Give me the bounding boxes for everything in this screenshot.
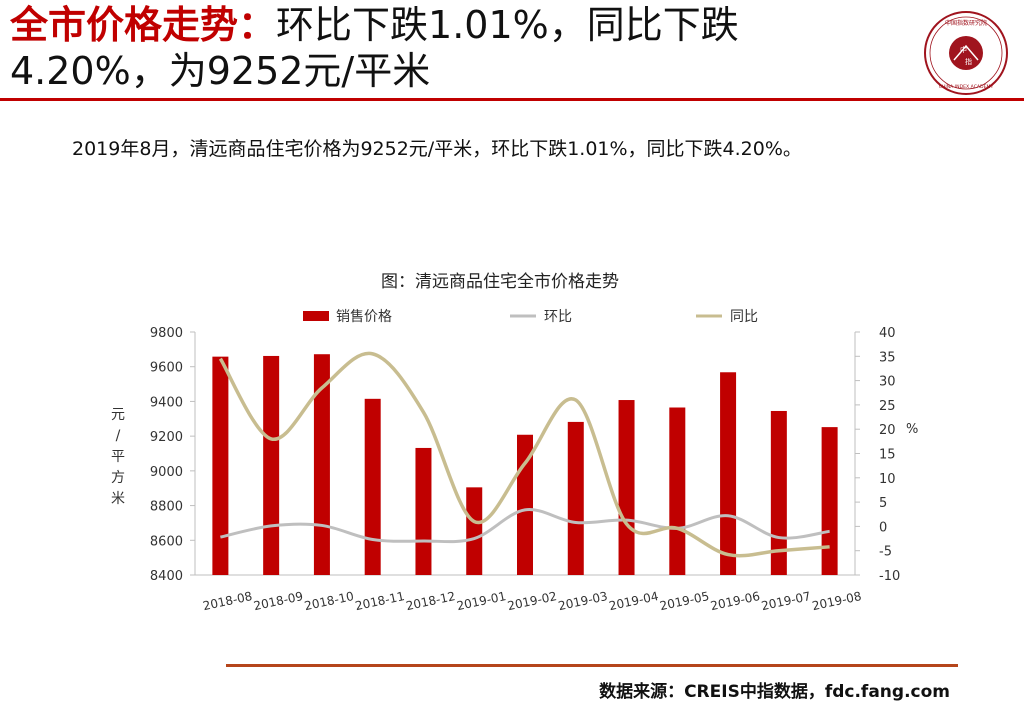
- price-bar: [212, 356, 229, 575]
- left-tick-label: 8400: [150, 569, 183, 584]
- seal-inner-text-1: 中: [960, 45, 967, 54]
- right-tick-label: 30: [879, 375, 896, 390]
- chart-title: 图：清远商品住宅全市价格走势: [381, 272, 619, 292]
- price-bar: [770, 410, 787, 575]
- headline: 全市价格走势：环比下跌1.01%，同比下跌 4.20%，为9252元/平米: [10, 2, 890, 94]
- price-bar: [720, 372, 737, 575]
- legend-swatch-price: [303, 311, 329, 321]
- right-tick-label: 35: [879, 350, 896, 365]
- seal-english-text: CHINA INDEX ACADEMY: [939, 84, 994, 90]
- right-tick-label: 40: [879, 326, 896, 341]
- x-tick-label: 2019-06: [709, 589, 761, 613]
- left-tick-label: 8800: [150, 500, 183, 515]
- right-axis-label: %: [906, 422, 918, 437]
- legend-label-mom: 环比: [544, 309, 572, 325]
- price-bar: [313, 354, 330, 575]
- source-divider: [226, 664, 958, 667]
- mom-line: [220, 508, 830, 544]
- x-tick-label: 2018-10: [303, 589, 355, 613]
- price-bar: [821, 427, 838, 575]
- price-bar: [669, 407, 686, 575]
- price-trend-chart: 9800 9600 9400 9200 9000 8800 8600 8400 40 35 30 25…: [100, 262, 920, 622]
- left-tick-label: 9400: [150, 395, 183, 410]
- yoy-line: [218, 351, 830, 558]
- left-axis-label-char: 米: [111, 491, 125, 507]
- left-axis-label-char: 方: [111, 470, 125, 486]
- headline-line2: 4.20%，为9252元/平米: [10, 49, 431, 93]
- left-tick-label: 9000: [150, 465, 183, 480]
- price-bar: [364, 398, 381, 575]
- legend-label-price: 销售价格: [336, 309, 392, 325]
- left-tick-label: 9800: [150, 326, 183, 341]
- right-tick-label: 25: [879, 399, 896, 414]
- x-tick-label: 2019-04: [608, 589, 660, 613]
- seal-outer-text: 中国指数研究院: [945, 19, 987, 27]
- left-tick-label: 8600: [150, 534, 183, 549]
- left-axis-label-char: 元: [111, 407, 125, 423]
- x-tick-label: 2019-08: [811, 589, 863, 613]
- x-tick-label: 2018-12: [405, 589, 457, 613]
- right-tick-label: -5: [879, 545, 892, 560]
- china-index-academy-logo: 中 指 中国指数研究院 CHINA INDEX ACADEMY: [924, 11, 1008, 95]
- right-tick-label: -10: [879, 569, 900, 584]
- x-tick-label: 2019-03: [557, 589, 609, 613]
- left-tick-label: 9600: [150, 361, 183, 376]
- x-tick-label: 2019-01: [455, 589, 507, 613]
- right-tick-label: 15: [879, 448, 896, 463]
- right-tick-label: 5: [879, 496, 887, 511]
- chart-svg: 9800 9600 9400 9200 9000 8800 8600 8400 40 35 30 25…: [111, 272, 918, 613]
- legend-label-yoy: 同比: [730, 309, 758, 325]
- seal-inner-text-2: 指: [965, 57, 972, 66]
- left-tick-label: 9200: [150, 430, 183, 445]
- left-axis-label-char: /: [116, 428, 121, 444]
- right-tick-label: 10: [879, 472, 896, 487]
- price-bar: [263, 355, 280, 575]
- x-tick-label: 2019-02: [506, 589, 558, 613]
- summary-text: 2019年8月，清远商品住宅价格为9252元/平米，环比下跌1.01%，同比下跌…: [72, 138, 802, 160]
- price-bar: [618, 400, 635, 575]
- price-bar: [466, 487, 483, 575]
- right-tick-label: 20: [879, 423, 896, 438]
- x-tick-label: 2019-07: [760, 589, 812, 613]
- x-tick-label: 2018-11: [354, 589, 406, 613]
- price-bar: [415, 447, 432, 575]
- headline-bold: 全市价格走势：: [10, 3, 277, 47]
- x-tick-label: 2018-08: [202, 589, 254, 613]
- x-tick-label: 2018-09: [252, 589, 304, 613]
- right-tick-label: 0: [879, 520, 887, 535]
- headline-rest: 环比下跌1.01%，同比下跌: [276, 3, 739, 47]
- data-source: 数据来源：CREIS中指数据，fdc.fang.com: [599, 682, 950, 702]
- left-axis-label-char: 平: [111, 449, 125, 465]
- x-tick-label: 2019-05: [658, 589, 710, 613]
- title-divider: [0, 98, 1024, 101]
- price-bar: [567, 421, 584, 575]
